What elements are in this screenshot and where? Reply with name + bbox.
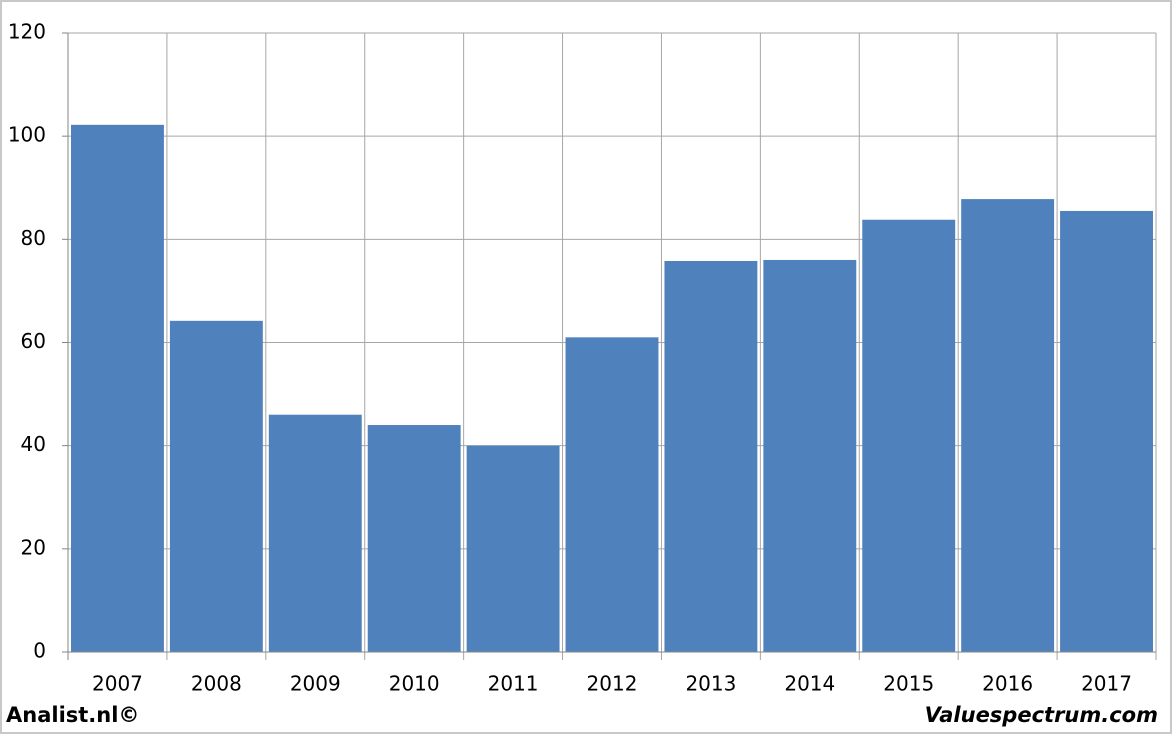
x-tick-label: 2013 (685, 672, 736, 696)
x-tick-label: 2017 (1081, 672, 1132, 696)
x-tick-label: 2015 (883, 672, 934, 696)
source-right: Valuespectrum.com (925, 703, 1158, 727)
y-tick-label: 20 (21, 535, 46, 559)
bar (268, 414, 362, 652)
x-tick-label: 2011 (488, 672, 539, 696)
bar (169, 320, 263, 652)
bar (466, 445, 560, 652)
bar (367, 425, 461, 652)
x-tick-label: 2010 (389, 672, 440, 696)
y-tick-label: 100 (8, 123, 46, 147)
x-tick-label: 2016 (982, 672, 1033, 696)
x-tick-label: 2009 (290, 672, 341, 696)
x-tick-label: 2007 (92, 672, 143, 696)
bar (763, 259, 857, 652)
source-left: Analist.nl© (6, 703, 139, 727)
y-tick-label: 80 (21, 226, 46, 250)
bar (961, 199, 1055, 652)
y-tick-label: 40 (21, 432, 46, 456)
bar (1060, 210, 1153, 652)
x-tick-label: 2012 (587, 672, 638, 696)
x-tick-label: 2014 (784, 672, 835, 696)
bar (664, 260, 758, 652)
bar (71, 124, 164, 652)
x-tick-label: 2008 (191, 672, 242, 696)
y-tick-label: 120 (8, 20, 46, 44)
bar (862, 219, 956, 652)
bar (565, 337, 659, 652)
y-tick-label: 0 (33, 639, 46, 663)
y-tick-label: 60 (21, 329, 46, 353)
